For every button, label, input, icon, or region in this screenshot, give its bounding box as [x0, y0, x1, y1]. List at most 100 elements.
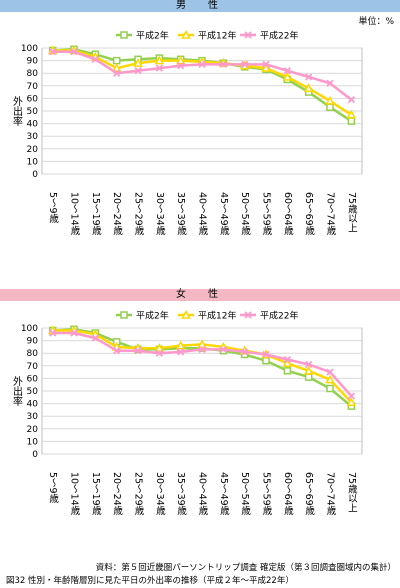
- data-point-series-1: [175, 55, 186, 65]
- x-tick-label: 5〜9歳: [47, 192, 59, 223]
- y-tick-label: 60: [27, 374, 39, 384]
- legend-marker: [120, 311, 128, 319]
- y-tick-label: 50: [27, 107, 39, 117]
- x-tick-label: 40〜44歳: [197, 192, 209, 235]
- data-point-series-1: [346, 397, 357, 407]
- data-point-series-1: [154, 343, 165, 352]
- data-point-series-2: [262, 60, 270, 69]
- y-tick-label: 20: [27, 425, 39, 435]
- y-tick-label: 10: [27, 437, 39, 447]
- data-point-series-2: [283, 355, 291, 364]
- data-point-series-2: [262, 350, 270, 359]
- data-point-series-0: [304, 373, 313, 381]
- y-tick-label: 100: [21, 324, 38, 334]
- data-point-series-2: [198, 60, 206, 69]
- x-tick-label: 30〜34歳: [154, 192, 166, 235]
- x-tick-label: 55〜59歳: [261, 472, 273, 515]
- data-point-series-2: [305, 73, 313, 81]
- data-point-series-2: [134, 67, 142, 75]
- x-tick-label: 20〜24歳: [111, 192, 123, 235]
- y-tick-label: 20: [27, 145, 39, 155]
- x-tick-label: 45〜49歳: [218, 192, 230, 235]
- legend-marker: [120, 31, 128, 39]
- data-point-series-2: [113, 69, 121, 77]
- legend-label: 平成2年: [136, 310, 169, 322]
- y-tick-label: 30: [27, 412, 39, 422]
- data-point-series-2: [347, 392, 355, 400]
- data-point-series-0: [283, 367, 292, 375]
- data-point-series-1: [325, 95, 335, 105]
- data-point-series-1: [154, 55, 165, 65]
- data-point-series-2: [241, 60, 249, 69]
- y-tick-label: 70: [27, 362, 39, 372]
- legend-label: 平成22年: [260, 30, 298, 42]
- figure-caption: 図32 性別・年齢階層別に見た平日の外出率の推移（平成２年〜平成22年）: [6, 576, 294, 586]
- data-point-series-1: [133, 58, 143, 67]
- data-point-series-2: [91, 334, 99, 342]
- y-tick-label: 40: [27, 400, 39, 410]
- legend-label: 平成12年: [198, 310, 236, 322]
- data-point-series-2: [134, 347, 142, 355]
- data-point-series-2: [177, 62, 185, 70]
- legend-marker: [181, 29, 191, 39]
- y-tick-label: 30: [27, 132, 39, 142]
- y-tick-label: 40: [27, 120, 39, 130]
- x-tick-label: 15〜19歳: [90, 472, 102, 515]
- x-tick-label: 40〜44歳: [197, 472, 209, 515]
- data-point-series-1: [303, 83, 314, 93]
- data-point-series-0: [326, 103, 334, 111]
- x-tick-label: 50〜54歳: [239, 192, 251, 235]
- data-point-series-1: [325, 374, 335, 384]
- x-tick-label: 60〜64歳: [282, 192, 294, 235]
- data-point-series-0: [112, 56, 121, 65]
- legend-label: 平成2年: [136, 30, 169, 42]
- data-point-series-2: [70, 329, 78, 337]
- legend-marker: [244, 311, 252, 319]
- female-outing-rate-chart: 0 10 20 30 40 50 60 70 80 90 100 外出率 5〜9歳 10〜14歳 15〜19…: [11, 309, 363, 515]
- x-tick-label: 60〜64歳: [282, 472, 294, 515]
- data-point-series-1: [346, 109, 357, 119]
- x-tick-label: 25〜29歳: [133, 472, 145, 515]
- y-axis-label: 外出率: [11, 96, 23, 127]
- legend-marker: [181, 309, 191, 319]
- data-point-series-2: [219, 60, 227, 69]
- data-point-series-1: [282, 71, 293, 81]
- y-axis-label: 外出率: [11, 376, 23, 407]
- data-point-series-2: [70, 48, 78, 56]
- x-tick-label: 75歳以上: [346, 192, 358, 233]
- y-tick-label: 60: [27, 94, 39, 104]
- data-point-series-2: [49, 48, 57, 56]
- y-tick-label: 10: [27, 157, 39, 167]
- y-tick-label: 100: [21, 44, 38, 54]
- x-tick-label: 75歳以上: [346, 472, 358, 513]
- data-point-series-2: [283, 67, 291, 75]
- x-tick-label: 10〜14歳: [69, 472, 81, 515]
- y-tick-label: 50: [27, 387, 39, 397]
- x-tick-label: 70〜74歳: [325, 192, 337, 235]
- x-tick-label: 50〜54歳: [239, 472, 251, 515]
- x-tick-label: 65〜69歳: [303, 472, 315, 515]
- source-note: 資料：第５回近畿圏パーソントリップ調査 確定版（第３回調査圏域内の集計）: [95, 563, 396, 573]
- y-tick-label: 90: [27, 57, 39, 67]
- data-point-series-1: [282, 358, 293, 368]
- data-point-series-1: [111, 63, 122, 72]
- data-point-series-0: [347, 117, 356, 125]
- y-tick-label: 80: [27, 349, 39, 359]
- data-point-series-2: [326, 368, 334, 376]
- data-point-series-1: [261, 63, 271, 72]
- x-tick-label: 10〜14歳: [69, 192, 81, 235]
- x-tick-label: 20〜24歳: [111, 472, 123, 515]
- x-tick-label: 25〜29歳: [133, 192, 145, 235]
- data-point-series-2: [91, 55, 99, 63]
- data-point-series-0: [326, 384, 334, 393]
- x-tick-label: 45〜49歳: [218, 472, 230, 515]
- x-tick-label: 70〜74歳: [325, 472, 337, 515]
- data-point-series-2: [305, 360, 313, 369]
- data-point-series-2: [155, 349, 163, 357]
- male-chart-title: 男 性: [0, 0, 400, 12]
- x-tick-label: 35〜39歳: [175, 192, 187, 235]
- data-point-series-2: [347, 96, 355, 104]
- data-point-series-2: [177, 348, 185, 356]
- data-point-series-2: [49, 329, 57, 337]
- legend-label: 平成22年: [260, 310, 298, 322]
